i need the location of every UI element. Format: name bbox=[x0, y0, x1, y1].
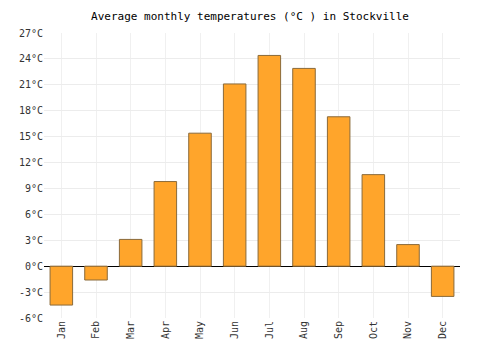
svg-text:Jun: Jun bbox=[229, 321, 240, 339]
svg-text:Oct: Oct bbox=[368, 321, 379, 339]
svg-text:Sep: Sep bbox=[333, 321, 344, 339]
svg-text:Dec: Dec bbox=[437, 321, 448, 339]
svg-text:Jan: Jan bbox=[56, 321, 67, 339]
svg-text:24°C: 24°C bbox=[19, 53, 43, 64]
svg-text:27°C: 27°C bbox=[19, 28, 43, 39]
svg-text:9°C: 9°C bbox=[25, 183, 43, 194]
svg-text:-6°C: -6°C bbox=[19, 313, 43, 324]
svg-text:12°C: 12°C bbox=[19, 157, 43, 168]
svg-text:3°C: 3°C bbox=[25, 235, 43, 246]
svg-text:0°C: 0°C bbox=[25, 261, 43, 272]
svg-text:-3°C: -3°C bbox=[19, 287, 43, 298]
svg-text:May: May bbox=[194, 321, 205, 339]
svg-text:Jul: Jul bbox=[264, 321, 275, 339]
svg-text:Average monthly temperatures (: Average monthly temperatures (°C ) in St… bbox=[91, 10, 409, 23]
svg-text:Apr: Apr bbox=[160, 321, 171, 339]
svg-text:21°C: 21°C bbox=[19, 79, 43, 90]
svg-text:Nov: Nov bbox=[402, 321, 413, 339]
svg-text:Feb: Feb bbox=[90, 321, 101, 339]
svg-text:18°C: 18°C bbox=[19, 105, 43, 116]
svg-text:Aug: Aug bbox=[298, 321, 309, 339]
svg-text:15°C: 15°C bbox=[19, 131, 43, 142]
svg-text:6°C: 6°C bbox=[25, 209, 43, 220]
svg-text:Mar: Mar bbox=[125, 321, 136, 339]
